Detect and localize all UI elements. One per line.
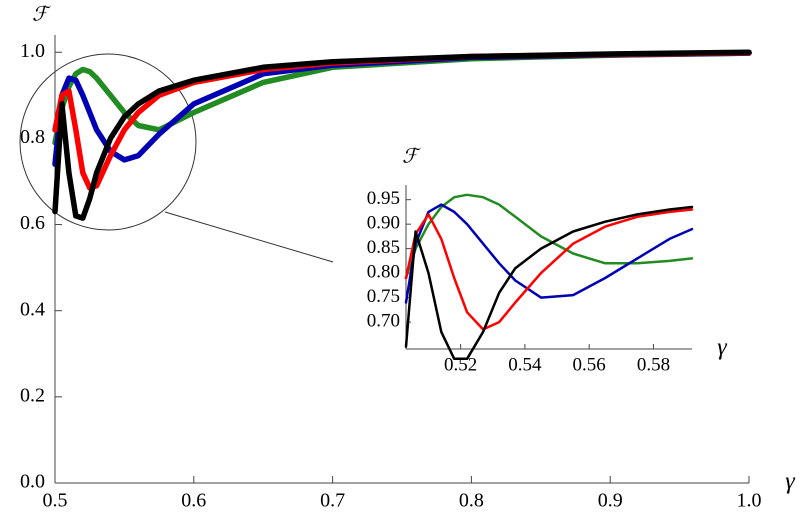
data-line	[52, 49, 752, 221]
y-axis-label: ℱ	[402, 146, 421, 168]
x-tick-label: 0.52	[444, 354, 477, 375]
data-line	[404, 193, 694, 280]
y-tick-label: 0.80	[367, 261, 400, 282]
y-tick-label: 0.6	[20, 212, 45, 234]
data-line	[404, 203, 694, 304]
zoom-circle	[19, 53, 197, 231]
y-tick-label: 1.0	[20, 40, 45, 62]
y-tick-label: 0.75	[367, 286, 400, 307]
x-tick-label: 0.8	[459, 490, 484, 512]
x-tick-label: 0.56	[573, 354, 606, 375]
y-tick-label: 0.2	[20, 384, 45, 406]
y-tick-label: 0.85	[367, 237, 400, 258]
x-tick-label: 0.9	[598, 490, 623, 512]
x-axis-label: γ	[785, 469, 795, 495]
x-tick-label: 0.54	[508, 354, 542, 375]
y-tick-label: 0.4	[20, 298, 45, 320]
x-tick-label: 0.6	[181, 490, 206, 512]
zoom-connector	[164, 211, 334, 263]
x-tick-label: 1.0	[737, 490, 762, 512]
y-tick-label: 0.95	[367, 188, 400, 209]
x-tick-label: 0.5	[43, 490, 68, 512]
x-tick-label: 0.58	[637, 354, 670, 375]
y-axis-label: ℱ	[32, 4, 51, 26]
y-tick-label: 0.8	[20, 126, 45, 148]
data-line	[52, 49, 752, 191]
data-line	[404, 208, 694, 331]
y-tick-label: 0.0	[20, 471, 45, 493]
data-line	[404, 205, 694, 361]
y-tick-label: 0.70	[367, 310, 400, 331]
y-tick-label: 0.90	[367, 213, 400, 234]
x-tick-label: 0.7	[320, 490, 345, 512]
x-axis-label: γ	[717, 335, 727, 361]
